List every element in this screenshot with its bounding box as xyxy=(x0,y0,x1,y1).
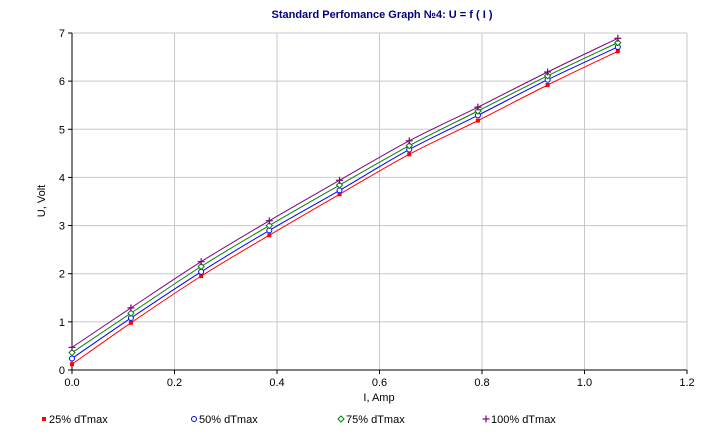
data-point xyxy=(474,107,482,115)
data-point xyxy=(474,103,482,111)
y-tick-label: 7 xyxy=(59,28,65,40)
data-point xyxy=(127,309,135,317)
legend-label: 100% dTmax xyxy=(491,414,556,426)
data-point xyxy=(614,34,622,42)
y-tick-label: 0 xyxy=(59,365,65,377)
y-axis-label: U, Volt xyxy=(36,185,48,217)
data-point xyxy=(199,274,204,279)
data-point xyxy=(42,417,46,421)
y-tick-label: 5 xyxy=(59,124,65,136)
data-point xyxy=(336,176,344,184)
x-tick-label: 1.2 xyxy=(679,377,694,389)
series-lines xyxy=(68,34,622,367)
legend-label: 75% dTmax xyxy=(346,414,405,426)
data-point xyxy=(265,217,273,225)
x-tick-label: 0.4 xyxy=(269,377,284,389)
data-point xyxy=(543,72,552,80)
data-point xyxy=(407,152,412,157)
data-point xyxy=(544,68,552,76)
x-tick-label: 0.2 xyxy=(167,377,182,389)
grid-lines xyxy=(72,32,688,370)
data-point xyxy=(127,304,135,312)
data-point xyxy=(128,320,133,325)
y-tick-label: 2 xyxy=(59,269,65,281)
chart-title: Standard Perfomance Graph №4: U = f ( I … xyxy=(272,9,493,21)
y-tick-label: 4 xyxy=(59,172,65,184)
series-3 xyxy=(68,38,622,357)
data-point xyxy=(475,118,480,123)
axes xyxy=(68,32,688,374)
data-point xyxy=(337,415,345,423)
data-point xyxy=(265,221,274,230)
series-4 xyxy=(68,34,622,351)
x-tick-label: 0.6 xyxy=(372,377,387,389)
legend-label: 25% dTmax xyxy=(49,414,108,426)
data-point xyxy=(68,348,76,357)
data-point xyxy=(545,82,550,87)
data-point xyxy=(69,355,75,362)
data-point xyxy=(482,415,490,423)
x-tick-label: 0.8 xyxy=(474,377,489,389)
data-point xyxy=(191,416,197,422)
data-point xyxy=(614,38,622,47)
x-tick-label: 0.0 xyxy=(64,377,79,389)
data-point xyxy=(197,258,205,266)
legend-item: 50% dTmax xyxy=(191,414,258,426)
series-1 xyxy=(70,49,620,367)
y-tick-label: 1 xyxy=(59,317,65,329)
legend-label: 50% dTmax xyxy=(199,414,258,426)
data-point xyxy=(70,362,74,367)
x-tick-label: 1.0 xyxy=(577,377,592,389)
data-point xyxy=(405,141,413,150)
legend-item: 100% dTmax xyxy=(482,414,556,426)
y-tick-label: 6 xyxy=(59,76,65,88)
x-axis-label: I, Amp xyxy=(363,392,394,404)
tick-labels: 0.0 0.2 0.4 0.6 0.8 1.0 1.2 0 1 2 3 4 5 6 7 xyxy=(59,28,695,389)
data-point xyxy=(335,181,344,189)
legend: 25% dTmax 50% dTmax 75% dTmax 100% dTmax xyxy=(42,414,556,426)
legend-item: 25% dTmax xyxy=(42,414,108,426)
data-point xyxy=(267,233,272,238)
data-point xyxy=(405,137,413,145)
y-tick-label: 3 xyxy=(59,221,65,233)
data-point xyxy=(197,262,205,271)
data-point xyxy=(68,343,76,351)
legend-item: 75% dTmax xyxy=(337,414,405,426)
data-point xyxy=(337,192,342,197)
data-point xyxy=(615,49,620,54)
series-2 xyxy=(69,43,621,362)
